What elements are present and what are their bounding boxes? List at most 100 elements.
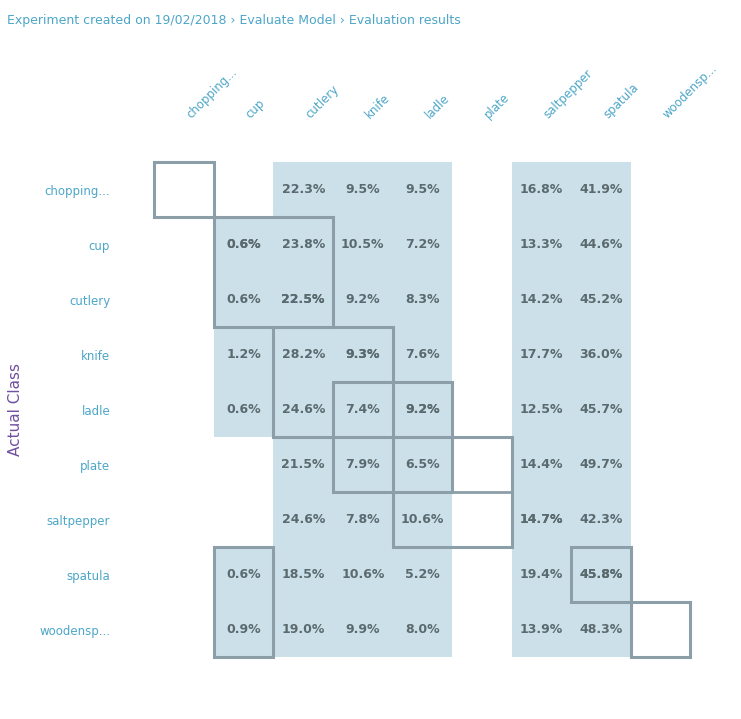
Text: 9.2%: 9.2% <box>345 293 380 306</box>
Text: 42.3%: 42.3% <box>579 513 622 526</box>
Bar <box>273 603 333 657</box>
Bar <box>214 217 273 273</box>
Text: 9.5%: 9.5% <box>405 183 439 196</box>
Text: 23.8%: 23.8% <box>282 239 325 252</box>
Text: 0.6%: 0.6% <box>226 293 261 306</box>
Bar <box>214 217 273 273</box>
Bar <box>571 217 631 273</box>
Text: 49.7%: 49.7% <box>579 458 622 472</box>
Text: 7.2%: 7.2% <box>405 239 439 252</box>
Bar <box>273 327 393 437</box>
Text: 14.2%: 14.2% <box>519 293 563 306</box>
Text: 7.9%: 7.9% <box>345 458 380 472</box>
Text: 45.8%: 45.8% <box>579 568 622 581</box>
Text: 0.6%: 0.6% <box>226 568 261 581</box>
Bar <box>631 603 691 657</box>
Bar <box>512 217 571 273</box>
Bar <box>571 383 631 437</box>
Text: 13.9%: 13.9% <box>520 623 563 636</box>
Bar <box>273 273 333 327</box>
Bar <box>214 547 273 657</box>
Bar <box>512 273 571 327</box>
Text: 22.5%: 22.5% <box>282 293 325 306</box>
Bar <box>273 437 333 493</box>
Text: 45.7%: 45.7% <box>579 403 623 416</box>
Bar <box>273 547 333 603</box>
Bar <box>273 162 333 217</box>
Text: 0.6%: 0.6% <box>226 239 261 252</box>
Text: 9.3%: 9.3% <box>345 348 380 362</box>
Bar <box>571 547 631 603</box>
Bar <box>512 603 571 657</box>
Bar <box>571 162 631 217</box>
Bar <box>333 383 452 493</box>
Y-axis label: Actual Class: Actual Class <box>7 363 22 457</box>
Text: 14.7%: 14.7% <box>519 513 563 526</box>
Bar <box>512 162 571 217</box>
Text: 10.6%: 10.6% <box>401 513 444 526</box>
Text: 24.6%: 24.6% <box>282 513 325 526</box>
Text: 1.2%: 1.2% <box>226 348 261 362</box>
Text: 44.6%: 44.6% <box>579 239 622 252</box>
Text: 9.9%: 9.9% <box>345 623 380 636</box>
Text: 19.0%: 19.0% <box>282 623 325 636</box>
Text: 10.6%: 10.6% <box>341 568 385 581</box>
Bar <box>512 383 571 437</box>
Text: 9.2%: 9.2% <box>405 403 439 416</box>
Bar <box>512 493 571 547</box>
Bar <box>333 493 393 547</box>
Bar <box>333 327 393 383</box>
Text: Experiment created on 19/02/2018 › Evaluate Model › Evaluation results: Experiment created on 19/02/2018 › Evalu… <box>7 14 461 27</box>
Bar <box>214 273 273 327</box>
Bar <box>154 162 214 217</box>
Bar <box>214 383 273 437</box>
Text: 13.3%: 13.3% <box>520 239 563 252</box>
Bar <box>333 603 393 657</box>
Bar <box>571 273 631 327</box>
Bar <box>393 383 452 437</box>
Bar <box>333 547 393 603</box>
Text: 7.8%: 7.8% <box>345 513 380 526</box>
Bar <box>512 493 571 547</box>
Text: 10.5%: 10.5% <box>341 239 385 252</box>
Text: 45.2%: 45.2% <box>579 293 623 306</box>
Bar <box>512 547 571 603</box>
Bar <box>571 547 631 603</box>
Bar <box>452 437 512 493</box>
Text: 18.5%: 18.5% <box>282 568 325 581</box>
Text: 21.5%: 21.5% <box>282 458 325 472</box>
Bar <box>273 273 333 327</box>
Bar <box>571 437 631 493</box>
Text: 14.4%: 14.4% <box>519 458 563 472</box>
Bar <box>273 327 333 383</box>
Text: 19.4%: 19.4% <box>520 568 563 581</box>
Text: 14.7%: 14.7% <box>519 513 563 526</box>
Bar <box>571 493 631 547</box>
Text: 41.9%: 41.9% <box>579 183 622 196</box>
Bar <box>393 217 452 273</box>
Bar <box>333 327 393 383</box>
Text: 22.3%: 22.3% <box>282 183 325 196</box>
Bar <box>333 273 393 327</box>
Text: 36.0%: 36.0% <box>579 348 622 362</box>
Text: 45.8%: 45.8% <box>579 568 622 581</box>
Bar <box>154 162 214 217</box>
Text: 8.0%: 8.0% <box>405 623 439 636</box>
Bar <box>214 547 273 603</box>
Text: 22.5%: 22.5% <box>282 293 325 306</box>
Text: 0.6%: 0.6% <box>226 239 261 252</box>
Text: 12.5%: 12.5% <box>519 403 563 416</box>
Bar <box>214 603 273 657</box>
Text: 6.5%: 6.5% <box>405 458 439 472</box>
Bar <box>273 217 333 273</box>
Bar <box>333 217 393 273</box>
Bar <box>393 273 452 327</box>
Bar <box>571 547 631 603</box>
Text: 9.5%: 9.5% <box>345 183 380 196</box>
Bar <box>512 437 571 493</box>
Bar <box>571 603 631 657</box>
Text: 8.3%: 8.3% <box>405 293 439 306</box>
Bar <box>273 493 333 547</box>
Bar <box>393 383 452 437</box>
Text: 7.6%: 7.6% <box>405 348 439 362</box>
